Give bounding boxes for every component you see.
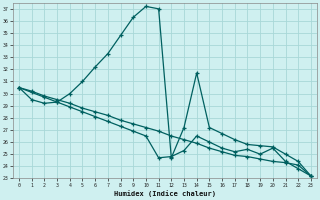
- X-axis label: Humidex (Indice chaleur): Humidex (Indice chaleur): [114, 190, 216, 197]
